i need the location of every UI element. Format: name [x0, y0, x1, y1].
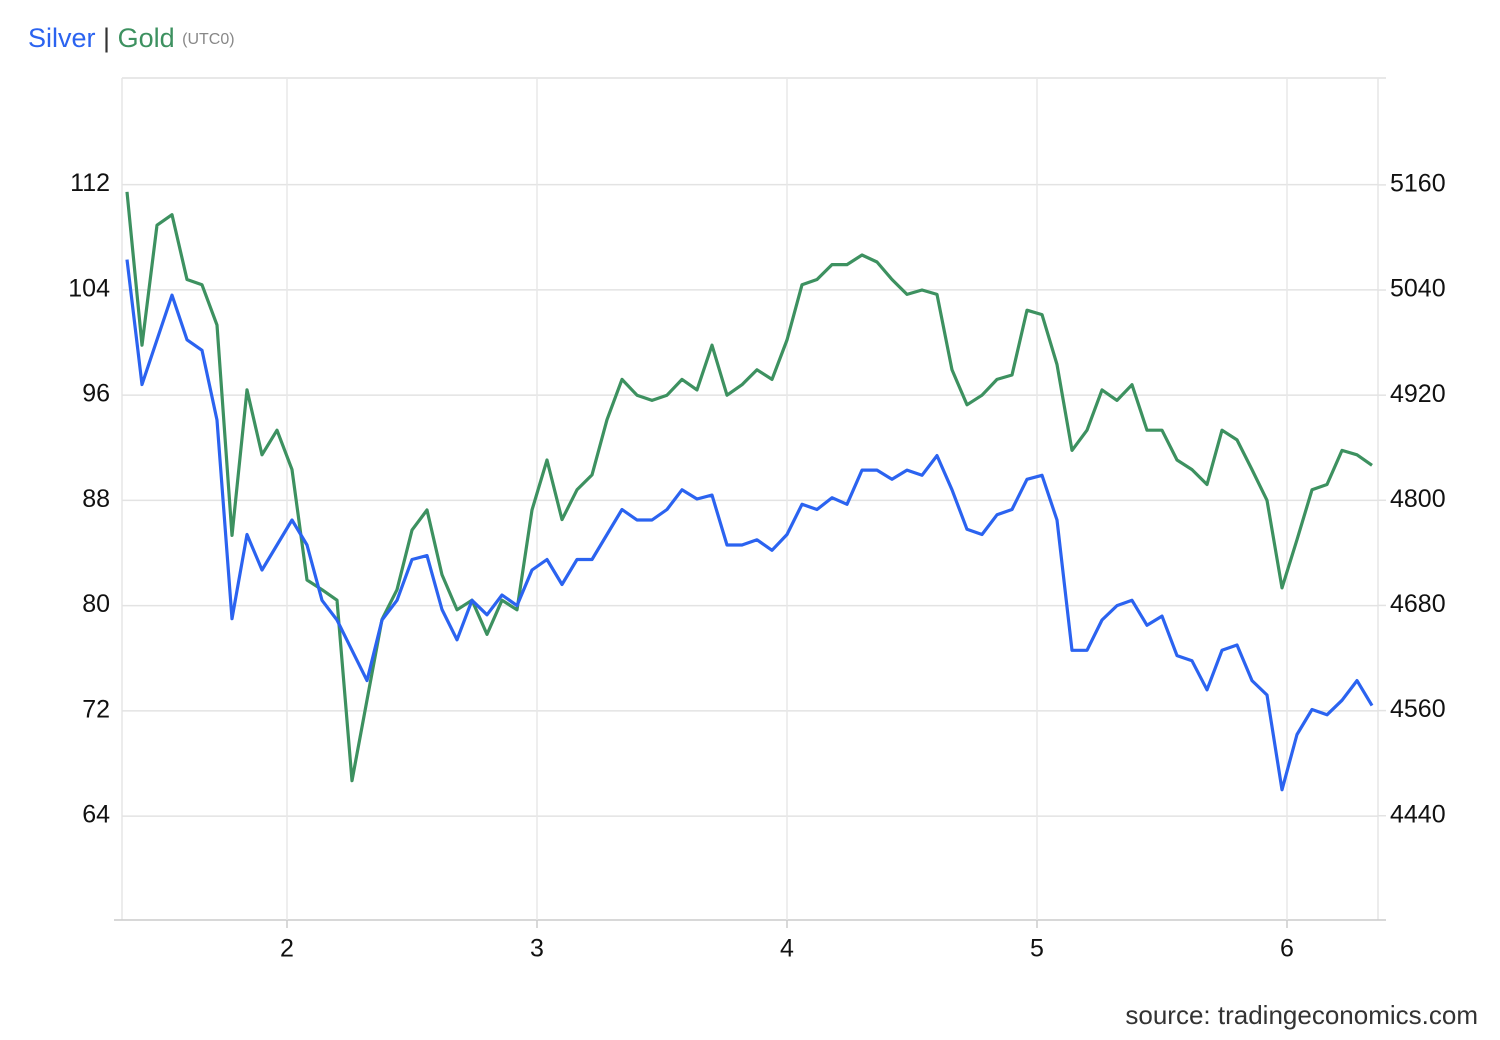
y2-tick-label: 4440 — [1390, 800, 1446, 828]
x-tick-label: 2 — [280, 935, 294, 963]
y2-tick-label: 4560 — [1390, 695, 1446, 723]
chart-title: Silver | Gold (UTC0) — [28, 23, 235, 53]
y2-tick-label: 5160 — [1390, 170, 1446, 198]
y2-tick-label: 4680 — [1390, 590, 1446, 618]
y-tick-label: 88 — [82, 485, 110, 513]
legend-entry: Silver — [28, 23, 96, 53]
source: source: tradingeconomics.com — [1125, 1000, 1478, 1030]
title-separator: | — [103, 23, 110, 53]
y2-tick-label: 5040 — [1390, 275, 1446, 303]
y-tick-label: 112 — [70, 169, 110, 197]
x-tick-label: 6 — [1280, 935, 1294, 963]
x-tick-label: 5 — [1030, 935, 1044, 963]
y2-tick-label: 4920 — [1390, 380, 1446, 408]
y-tick-label: 104 — [68, 274, 110, 302]
series-line — [125, 191, 1373, 783]
series-line — [125, 259, 1374, 792]
y-tick-label: 80 — [82, 590, 110, 618]
y2-tick-label: 4800 — [1390, 485, 1446, 513]
timezone: (UTC0) — [182, 31, 234, 48]
y-tick-label: 96 — [82, 380, 110, 408]
x-tick-label: 3 — [530, 935, 544, 963]
x-tick-label: 4 — [780, 935, 794, 963]
y-tick-label: 72 — [82, 695, 110, 723]
legend-entry: Gold — [118, 23, 175, 53]
y-tick-label: 64 — [82, 801, 110, 829]
